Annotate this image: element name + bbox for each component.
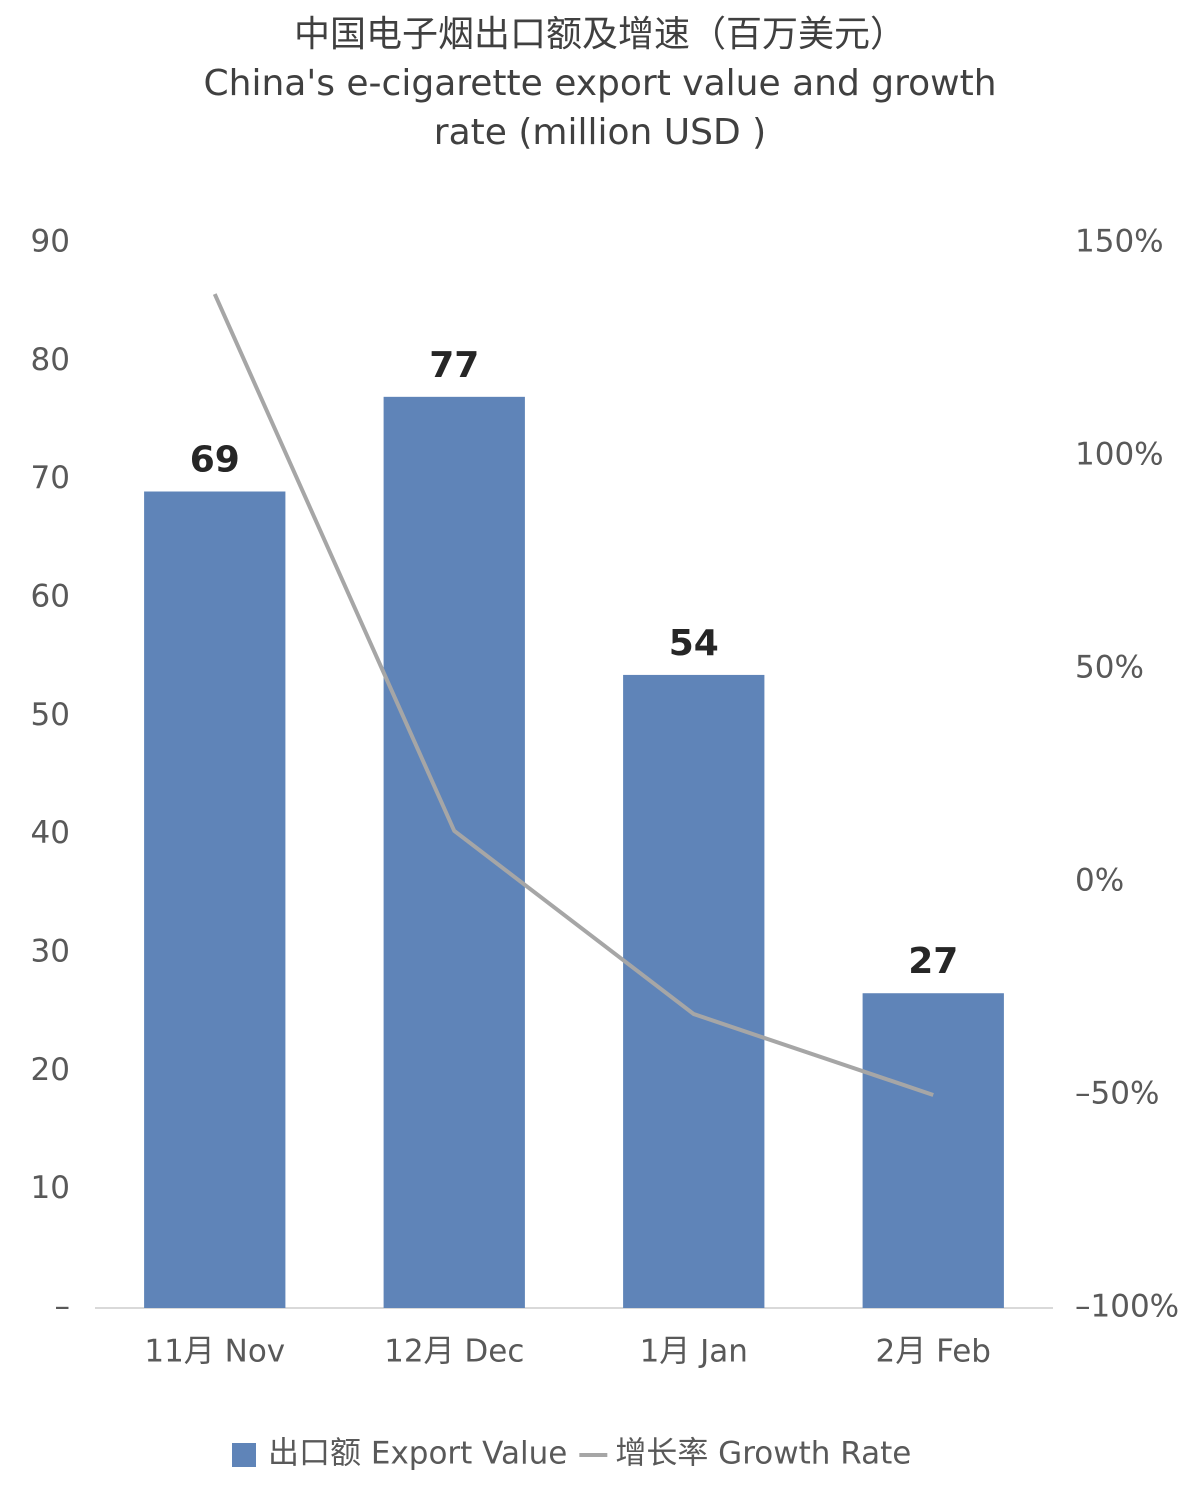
y-tick-label: 10 bbox=[31, 1170, 70, 1206]
chart-title: 中国电子烟出口额及增速（百万美元） bbox=[294, 14, 906, 55]
y-tick-label: – bbox=[55, 1289, 71, 1325]
legend-swatch bbox=[232, 1443, 256, 1467]
y-tick-label: 20 bbox=[31, 1052, 70, 1088]
value-label: 54 bbox=[669, 623, 719, 664]
y2-tick-label: –50% bbox=[1075, 1076, 1159, 1112]
x-tick-label: 12月 Dec bbox=[384, 1334, 524, 1370]
bar bbox=[383, 396, 525, 1308]
legend-label: 增长率 Growth Rate bbox=[615, 1436, 911, 1472]
y-tick-label: 90 bbox=[31, 224, 70, 260]
value-label: 27 bbox=[908, 941, 958, 982]
line bbox=[212, 293, 934, 1097]
y2-tick-label: –100% bbox=[1075, 1289, 1179, 1325]
y2-tick-label: 0% bbox=[1075, 863, 1124, 899]
y2-tick-label: 50% bbox=[1075, 650, 1144, 686]
bar bbox=[144, 491, 286, 1308]
y-tick-label: 40 bbox=[31, 815, 70, 851]
chart-subtitle: rate (million USD ) bbox=[434, 112, 766, 153]
bar bbox=[862, 993, 1004, 1308]
x-tick-label: 11月 Nov bbox=[144, 1334, 285, 1370]
value-label: 77 bbox=[429, 345, 479, 386]
y2-tick-label: 150% bbox=[1075, 224, 1164, 260]
x-tick-label: 2月 Feb bbox=[876, 1334, 991, 1370]
y-tick-label: 50 bbox=[31, 697, 70, 733]
chart-subtitle: China's e-cigarette export value and gro… bbox=[203, 63, 996, 104]
y-tick-label: 80 bbox=[31, 342, 70, 378]
legend-label: 出口额 Export Value bbox=[268, 1436, 567, 1472]
y-tick-label: 60 bbox=[31, 579, 70, 615]
x-tick-label: 1月 Jan bbox=[640, 1334, 748, 1370]
y2-tick-label: 100% bbox=[1075, 437, 1164, 473]
y-tick-label: 70 bbox=[31, 460, 70, 496]
value-label: 69 bbox=[190, 440, 240, 481]
y-tick-label: 30 bbox=[31, 934, 70, 970]
bar bbox=[623, 674, 765, 1308]
